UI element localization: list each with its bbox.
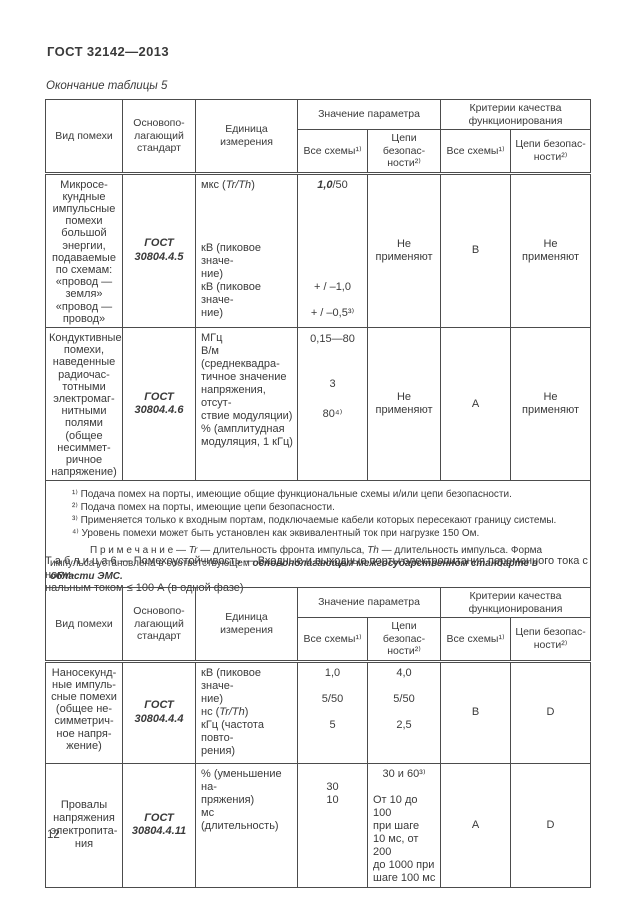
table-row: Микросе- кундные импульсные помехи больш…: [45, 172, 592, 328]
col-header-standard: Основопо- лагающий стандарт: [122, 587, 196, 663]
cell-value-all-schemes: 0,15—80 3 80⁴⁾: [297, 326, 368, 482]
cell-standard-ref: ГОСТ 30804.4.4: [122, 660, 196, 764]
col-header-standard: Основопо- лагающий стандарт: [122, 99, 196, 175]
footnotes-cell: ¹⁾ Подача помех на порты, имеющие общие …: [44, 480, 592, 589]
unit-lines: кВ (пиковое значе- ние) кВ (пиковое знач…: [201, 241, 261, 319]
unit-line: мкс (Tr/Th): [201, 178, 255, 191]
cell-unit: МГц В/м (среднеквадра- тичное значение н…: [195, 326, 298, 482]
value-line: 1,0/50: [317, 178, 348, 191]
table-footnotes-row: ¹⁾ Подача помех на порты, имеющие общие …: [44, 480, 592, 589]
cell-criteria-all-schemes: В: [440, 172, 512, 328]
unit-line: нс (Tr/Th): [201, 705, 249, 718]
cell-criteria-safety: D: [510, 660, 592, 764]
cell-disturbance-type: Провалы напряжения электропита- ния: [45, 762, 123, 888]
cell-unit: % (уменьшение на- пряжения) мс (длительн…: [195, 762, 298, 888]
cell-value-all-schemes: 1,0/50 + / –1,0 + / –0,5³⁾: [297, 172, 368, 328]
cell-value-safety: Не применяют: [366, 326, 442, 482]
value-line: 30 и 60³⁾: [382, 767, 426, 780]
cell-disturbance-type: Наносекунд- ные импуль- сные помехи (общ…: [45, 660, 123, 764]
cell-value-safety: 4,0 5/50 2,5: [366, 660, 442, 764]
cell-criteria-all-schemes: А: [440, 326, 512, 482]
col-header-criteria-safety: Цепи безопас- ности²⁾: [510, 129, 592, 175]
col-group-value: Значение параметра: [296, 99, 442, 130]
table-row: Наносекунд- ные импуль- сные помехи (общ…: [45, 660, 592, 764]
col-header-criteria-safety: Цепи безопас- ности²⁾: [510, 617, 592, 663]
cell-value-safety: 30 и 60³⁾ От 10 до 100 при шаге 10 мс, о…: [366, 762, 442, 888]
cell-criteria-safety: Не применяют: [510, 172, 592, 328]
table-row: Кондуктивные помехи, наведенные радиочас…: [45, 326, 592, 482]
footnote-2: ²⁾ Подача помех на порты, имеющие цепи б…: [72, 502, 335, 514]
cell-value-all-schemes: 30 10: [297, 762, 368, 888]
col-header-value-all-schemes: Все схемы¹⁾: [297, 617, 368, 663]
table5-caption: Окончание таблицы 5: [46, 80, 168, 92]
cell-standard-ref: ГОСТ 30804.4.5: [122, 172, 196, 328]
col-header-unit: Единица измерения: [195, 99, 298, 175]
cell-disturbance-type: Кондуктивные помехи, наведенные радиочас…: [45, 326, 123, 482]
cell-value-safety: Не применяют: [366, 172, 442, 328]
col-header-type: Вид помехи: [45, 587, 123, 663]
col-group-criteria: Критерии качества функционирования: [440, 587, 592, 618]
cell-criteria-all-schemes: В: [440, 660, 512, 764]
cell-criteria-safety: Не применяют: [510, 326, 592, 482]
page-number: 12: [47, 829, 60, 841]
unit-lines: кГц (частота повто- рения): [201, 718, 264, 757]
col-group-criteria: Критерии качества функционирования: [440, 99, 592, 130]
cell-standard-ref: ГОСТ 30804.4.11: [122, 762, 196, 888]
cell-unit: мкс (Tr/Th) кВ (пиковое значе- ние) кВ (…: [195, 172, 298, 328]
cell-criteria-safety: D: [510, 762, 592, 888]
table6-caption: Т а б л и ц а 6 — Помехоустойчивость — В…: [45, 555, 588, 594]
footnote-1: ¹⁾ Подача помех на порты, имеющие общие …: [72, 489, 512, 501]
cell-disturbance-type: Микросе- кундные импульсные помехи больш…: [45, 172, 123, 328]
table-5: Вид помехи Основопо- лагающий стандарт Е…: [44, 99, 592, 589]
col-header-value-safety: Цепи безопас- ности²⁾: [366, 129, 442, 175]
table-row: Провалы напряжения электропита- ния ГОСТ…: [45, 762, 592, 888]
col-header-criteria-all-schemes: Все схемы¹⁾: [440, 617, 512, 663]
unit-lines: кВ (пиковое значе- ние): [201, 666, 261, 705]
value-lines: + / –1,0 + / –0,5³⁾: [310, 280, 355, 319]
footnote-3: ³⁾ Применяется только к входным портам, …: [72, 515, 557, 527]
table-6: Вид помехи Основопо- лагающий стандарт Е…: [45, 587, 592, 888]
col-header-unit: Единица измерения: [195, 587, 298, 663]
col-group-value: Значение параметра: [296, 587, 442, 618]
table-note: П р и м е ч а н и е — Tr — длительность …: [50, 545, 543, 583]
cell-standard-ref: ГОСТ 30804.4.6: [122, 326, 196, 482]
cell-value-all-schemes: 1,0 5/50 5: [297, 660, 368, 764]
col-header-criteria-all-schemes: Все схемы¹⁾: [440, 129, 512, 175]
value-lines: От 10 до 100 при шаге 10 мс, от 200 до 1…: [373, 793, 436, 884]
footnote-4: ⁴⁾ Уровень помехи может быть установлен …: [72, 528, 480, 540]
cell-unit: кВ (пиковое значе- ние) нс (Tr/Th) кГц (…: [195, 660, 298, 764]
standard-number-header: ГОСТ 32142—2013: [47, 44, 169, 59]
cell-criteria-all-schemes: А: [440, 762, 512, 888]
col-header-value-all-schemes: Все схемы¹⁾: [297, 129, 368, 175]
col-header-type: Вид помехи: [45, 99, 123, 175]
col-header-value-safety: Цепи безопас- ности²⁾: [366, 617, 442, 663]
